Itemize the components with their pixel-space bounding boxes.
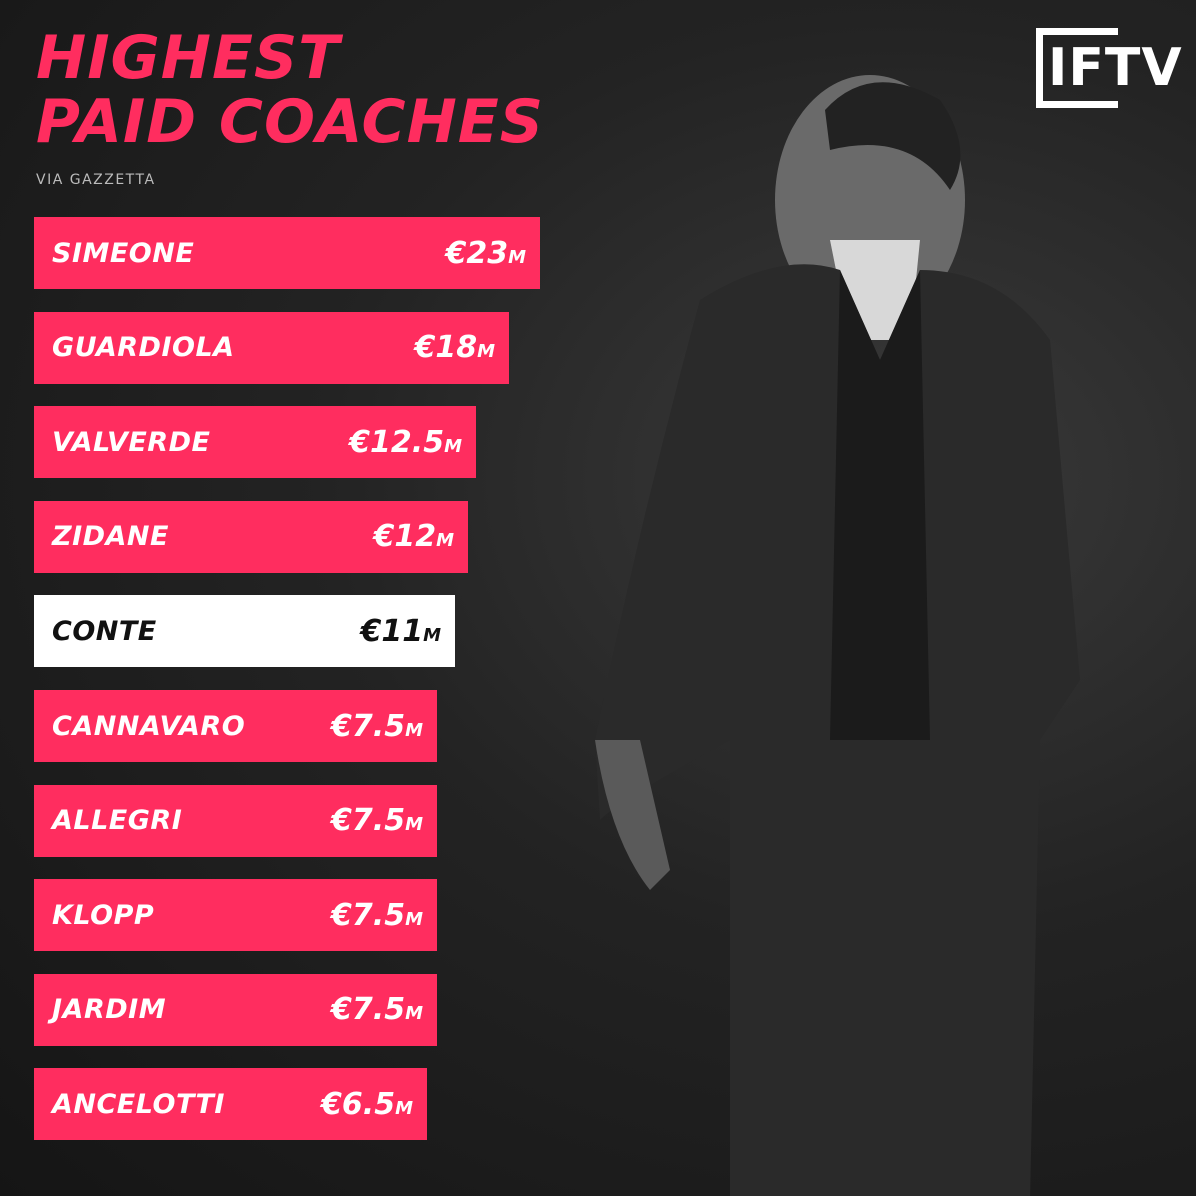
salary-amount: €12.5: [349, 424, 445, 460]
salary: €18M: [414, 330, 495, 365]
coach-row: JARDIM €7.5M: [34, 973, 437, 1046]
salary: €23M: [445, 236, 526, 271]
coach-row: VALVERDE €12.5M: [34, 406, 476, 479]
salary-unit: M: [423, 624, 441, 646]
salary-amount: €7.5: [331, 897, 406, 933]
salary: €11M: [360, 614, 441, 649]
coach-name: CANNAVARO: [52, 710, 246, 742]
salary-amount: €12: [373, 519, 437, 555]
coach-row: SIMEONE €23M: [34, 217, 540, 289]
coach-row: GUARDIOLA €18M: [34, 311, 509, 384]
salary-unit: M: [508, 246, 526, 268]
coach-photo: [595, 75, 1080, 1196]
coach-row: ANCELOTTI €6.5M: [34, 1068, 427, 1141]
title-line: PAID COACHES: [36, 87, 544, 157]
coach-name: ANCELOTTI: [52, 1088, 225, 1120]
salary: €12M: [373, 519, 454, 554]
title-line: HIGHEST: [36, 23, 341, 93]
coach-row: ZIDANE €12M: [34, 500, 468, 573]
salary: €7.5M: [331, 709, 423, 744]
salary-amount: €7.5: [331, 992, 406, 1028]
source: VIA GAZZETTA: [36, 172, 156, 188]
salary-amount: €7.5: [331, 708, 406, 744]
salary: €7.5M: [331, 803, 423, 838]
salary: €6.5M: [321, 1087, 413, 1122]
salary-unit: M: [405, 1003, 423, 1025]
coach-name: ALLEGRI: [52, 805, 183, 837]
coach-row: CANNAVARO €7.5M: [34, 690, 437, 762]
salary-unit: M: [444, 435, 462, 457]
salary: €12.5M: [349, 425, 462, 460]
salary-unit: M: [405, 814, 423, 836]
salary-unit: M: [395, 1097, 413, 1119]
salary: €7.5M: [331, 992, 423, 1027]
coach-name: SIMEONE: [52, 237, 195, 269]
coach-name: ZIDANE: [52, 521, 169, 553]
logo: IFTV: [1036, 28, 1182, 112]
salary-unit: M: [405, 908, 423, 930]
salary-unit: M: [477, 341, 495, 363]
coach-name: KLOPP: [52, 899, 155, 931]
salary-amount: €6.5: [321, 1086, 396, 1122]
logo-text: IFTV: [1048, 38, 1183, 98]
coach-row: KLOPP €7.5M: [34, 879, 437, 952]
salary-unit: M: [405, 719, 423, 741]
coach-row: ALLEGRI €7.5M: [34, 784, 437, 857]
coach-name: JARDIM: [52, 994, 167, 1026]
salary-amount: €7.5: [331, 803, 406, 839]
logo-frame: [1036, 28, 1118, 108]
coach-name: CONTE: [52, 615, 157, 647]
salary-amount: €11: [360, 613, 424, 649]
salary-unit: M: [436, 530, 454, 552]
salary-amount: €23: [445, 235, 509, 271]
coach-name: VALVERDE: [52, 426, 211, 458]
salary-amount: €18: [414, 330, 478, 366]
coach-name: GUARDIOLA: [52, 332, 235, 364]
coach-row: CONTE €11M: [34, 595, 455, 668]
salary: €7.5M: [331, 898, 423, 933]
